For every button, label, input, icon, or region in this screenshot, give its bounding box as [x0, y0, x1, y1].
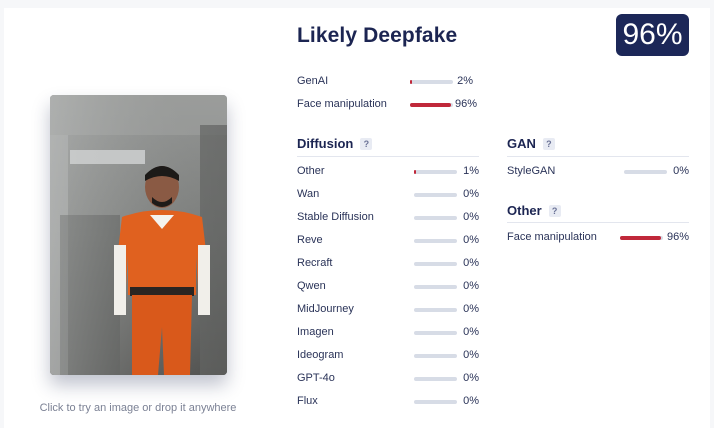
- uploaded-image-picture: [50, 95, 227, 375]
- row-percent: 0%: [463, 395, 479, 407]
- row-label: Other: [297, 165, 325, 177]
- progress-bar: [414, 170, 457, 174]
- progress-fill: [620, 236, 662, 240]
- row-label: Reve: [297, 234, 323, 246]
- diffusion-row: MidJourney 0%: [297, 303, 479, 317]
- gan-row-stylegan: StyleGAN 0%: [507, 165, 689, 179]
- section-title-text: GAN: [507, 136, 536, 151]
- progress-bar: [414, 285, 457, 289]
- progress-bar: [414, 239, 457, 243]
- section-title-gan: GAN?: [507, 136, 555, 151]
- row-percent: 0%: [463, 372, 479, 384]
- progress-bar: [414, 377, 457, 381]
- row-label: Imagen: [297, 326, 334, 338]
- progress-bar: [414, 308, 457, 312]
- progress-bar: [624, 170, 667, 174]
- row-percent: 96%: [666, 231, 689, 243]
- progress-fill: [410, 80, 412, 84]
- section-title-other: Other?: [507, 203, 561, 218]
- row-label: GenAI: [297, 75, 329, 87]
- help-icon[interactable]: ?: [360, 138, 373, 150]
- summary-row-genai: GenAI 2%: [297, 75, 479, 89]
- row-percent: 0%: [463, 326, 479, 338]
- section-title-text: Other: [507, 203, 542, 218]
- row-label: StyleGAN: [507, 165, 556, 177]
- row-percent: 0%: [463, 257, 479, 269]
- row-label: Wan: [297, 188, 320, 200]
- diffusion-row: Reve 0%: [297, 234, 479, 248]
- progress-bar: [410, 80, 453, 84]
- row-percent: 0%: [463, 349, 479, 361]
- diffusion-row: GPT-4o 0%: [297, 372, 479, 386]
- progress-bar: [620, 236, 663, 240]
- row-label: Qwen: [297, 280, 326, 292]
- progress-bar: [414, 331, 457, 335]
- row-label: Flux: [297, 395, 318, 407]
- summary-row-face-manipulation: Face manipulation 96%: [297, 98, 479, 112]
- upload-hint[interactable]: Click to try an image or drop it anywher…: [39, 402, 237, 414]
- help-icon[interactable]: ?: [542, 138, 555, 150]
- row-percent: 0%: [463, 188, 479, 200]
- diffusion-row: Ideogram 0%: [297, 349, 479, 363]
- row-percent: 96%: [454, 98, 477, 110]
- row-label: GPT-4o: [297, 372, 335, 384]
- section-title-diffusion: Diffusion?: [297, 136, 373, 151]
- diffusion-row: Flux 0%: [297, 395, 479, 409]
- row-label: Stable Diffusion: [297, 211, 374, 223]
- row-label: Face manipulation: [297, 98, 387, 110]
- diffusion-row: Recraft 0%: [297, 257, 479, 271]
- row-label: Ideogram: [297, 349, 344, 361]
- row-percent: 2%: [457, 75, 473, 87]
- row-percent: 0%: [463, 280, 479, 292]
- row-percent: 0%: [673, 165, 689, 177]
- progress-bar: [414, 354, 457, 358]
- progress-bar: [414, 400, 457, 404]
- progress-bar: [414, 193, 457, 197]
- progress-bar: [410, 103, 453, 107]
- diffusion-row: Qwen 0%: [297, 280, 479, 294]
- section-divider: [507, 222, 689, 223]
- progress-bar: [414, 262, 457, 266]
- section-divider: [297, 156, 479, 157]
- progress-fill: [410, 103, 452, 107]
- help-icon[interactable]: ?: [548, 205, 561, 217]
- other-row-face-manipulation: Face manipulation 96%: [507, 231, 689, 245]
- uploaded-image[interactable]: [50, 95, 227, 375]
- row-percent: 0%: [463, 211, 479, 223]
- progress-bar: [414, 216, 457, 220]
- diffusion-row: Imagen 0%: [297, 326, 479, 340]
- row-percent: 1%: [463, 165, 479, 177]
- section-divider: [507, 156, 689, 157]
- verdict-title: Likely Deepfake: [297, 24, 458, 47]
- diffusion-row: Other 1%: [297, 165, 479, 179]
- progress-fill: [414, 170, 416, 174]
- row-label: MidJourney: [297, 303, 354, 315]
- row-label: Face manipulation: [507, 231, 597, 243]
- row-label: Recraft: [297, 257, 333, 269]
- row-percent: 0%: [463, 234, 479, 246]
- score-badge: 96%: [616, 14, 689, 56]
- diffusion-row: Stable Diffusion 0%: [297, 211, 479, 225]
- row-percent: 0%: [463, 303, 479, 315]
- diffusion-row: Wan 0%: [297, 188, 479, 202]
- section-title-text: Diffusion: [297, 136, 354, 151]
